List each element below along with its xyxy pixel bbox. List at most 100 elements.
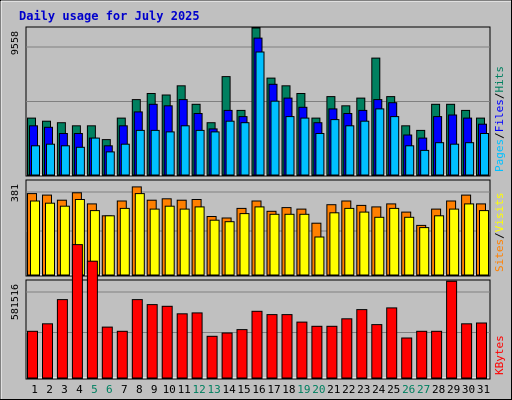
bar-sites-day-29 (449, 208, 460, 276)
bar-kbytes-day-8 (131, 299, 143, 379)
bar-kbytes-day-20 (311, 325, 323, 379)
chart-title: Daily usage for July 2025 (19, 9, 200, 23)
bar-pages-day-21 (330, 119, 340, 176)
day-label-7: 7 (121, 383, 128, 396)
legend-entry: / (493, 132, 506, 139)
bar-kbytes-day-28 (431, 330, 443, 379)
bar-kbytes-day-25 (386, 307, 398, 379)
bar-kbytes-day-1 (27, 330, 38, 379)
bar-kbytes-day-4 (71, 244, 83, 379)
day-label-3: 3 (61, 383, 68, 396)
bar-sites-day-8 (134, 193, 145, 276)
bar-sites-day-27 (419, 227, 430, 276)
bar-pages-day-13 (210, 131, 220, 176)
bar-sites-day-13 (209, 219, 220, 276)
legend-entry: / (493, 93, 506, 100)
bar-kbytes-day-15 (236, 329, 248, 379)
legend-entry: Hits (493, 66, 506, 93)
bar-sites-day-6 (104, 215, 115, 276)
bar-kbytes-day-26 (401, 337, 413, 379)
day-label-31: 31 (477, 383, 490, 396)
bar-kbytes-day-14 (221, 332, 233, 379)
ymax-label: 381 (10, 184, 21, 202)
bar-pages-day-31 (480, 133, 489, 176)
bar-pages-day-30 (465, 142, 475, 176)
bar-pages-day-7 (120, 143, 130, 176)
bar-pages-day-22 (345, 125, 355, 176)
bar-kbytes-day-13 (206, 335, 218, 379)
bar-kbytes-day-16 (251, 310, 263, 379)
bar-kbytes-day-22 (341, 318, 353, 379)
legend-kbytes: KBytes (493, 335, 506, 375)
bar-pages-day-29 (450, 143, 460, 176)
bar-sites-day-10 (164, 205, 175, 276)
ymax-label: 9558 (10, 31, 21, 55)
legend-entry: Files (493, 99, 506, 132)
legend-entry: KBytes (493, 335, 506, 375)
bar-pages-day-3 (60, 145, 70, 176)
bar-sites-day-22 (344, 207, 355, 276)
bar-sites-day-19 (299, 213, 310, 276)
bar-sites-day-3 (59, 205, 70, 276)
bar-sites-day-2 (45, 202, 55, 276)
day-label-18: 18 (282, 383, 295, 396)
bar-kbytes-day-3 (56, 299, 68, 379)
bar-sites-day-25 (389, 207, 400, 276)
bar-kbytes-day-23 (356, 309, 368, 379)
bar-pages-day-20 (315, 133, 325, 176)
day-label-14: 14 (222, 383, 236, 396)
day-label-19: 19 (297, 383, 310, 396)
day-label-25: 25 (387, 383, 400, 396)
bar-pages-day-28 (435, 142, 445, 176)
day-label-27: 27 (417, 383, 430, 396)
bar-sites-day-17 (269, 213, 280, 276)
bar-sites-day-31 (479, 210, 489, 276)
bar-pages-day-10 (165, 131, 175, 176)
bar-pages-day-18 (285, 116, 295, 176)
bar-pages-day-19 (300, 117, 310, 176)
legend-entry: Pages (493, 139, 506, 172)
bar-pages-day-6 (105, 151, 115, 176)
day-label-28: 28 (432, 383, 445, 396)
bar-kbytes-day-18 (281, 314, 293, 379)
panels: 9558Pages/Files/Hits381Sites/Visits58151… (10, 26, 506, 380)
day-label-1: 1 (31, 383, 38, 396)
bar-pages-day-4 (75, 146, 85, 176)
legend-entry: / (493, 232, 506, 239)
day-axis: 1 2 3 4 5 6 7 8 9 10 11 12 13 14 15 16 17 18 19 20 21 22 23 24 2… (31, 383, 490, 396)
bar-kbytes-day-2 (42, 323, 53, 379)
bar-sites-day-12 (194, 206, 205, 276)
bar-pages-day-5 (90, 137, 100, 176)
bar-kbytes-day-21 (326, 325, 338, 379)
day-label-16: 16 (252, 383, 265, 396)
day-label-5: 5 (91, 383, 98, 396)
bar-sites-day-26 (404, 216, 415, 276)
bar-sites-day-9 (149, 208, 160, 276)
ymax-label: 581516 (10, 284, 21, 320)
bar-pages-day-14 (225, 120, 235, 176)
bar-sites-day-1 (30, 200, 40, 276)
bar-pages-day-27 (420, 149, 430, 176)
bar-pages-day-8 (135, 129, 145, 176)
bar-sites-day-30 (464, 203, 475, 276)
day-label-29: 29 (447, 383, 460, 396)
bar-pages-day-26 (405, 145, 415, 176)
day-label-20: 20 (312, 383, 325, 396)
legend-visits-sites: Sites/Visits (493, 193, 506, 273)
day-label-12: 12 (192, 383, 205, 396)
bar-pages-day-11 (180, 125, 190, 176)
bar-kbytes-day-9 (146, 304, 158, 379)
bar-kbytes-day-27 (416, 330, 428, 379)
day-label-11: 11 (178, 383, 191, 396)
bar-sites-day-21 (329, 212, 340, 276)
bar-sites-day-20 (314, 236, 325, 276)
legend-hits-files-pages: Pages/Files/Hits (493, 66, 506, 172)
bar-kbytes-day-31 (476, 322, 487, 379)
bar-kbytes-day-24 (371, 324, 383, 379)
bar-pages-day-17 (270, 100, 280, 176)
day-label-21: 21 (327, 383, 340, 396)
bar-sites-day-23 (359, 211, 370, 276)
